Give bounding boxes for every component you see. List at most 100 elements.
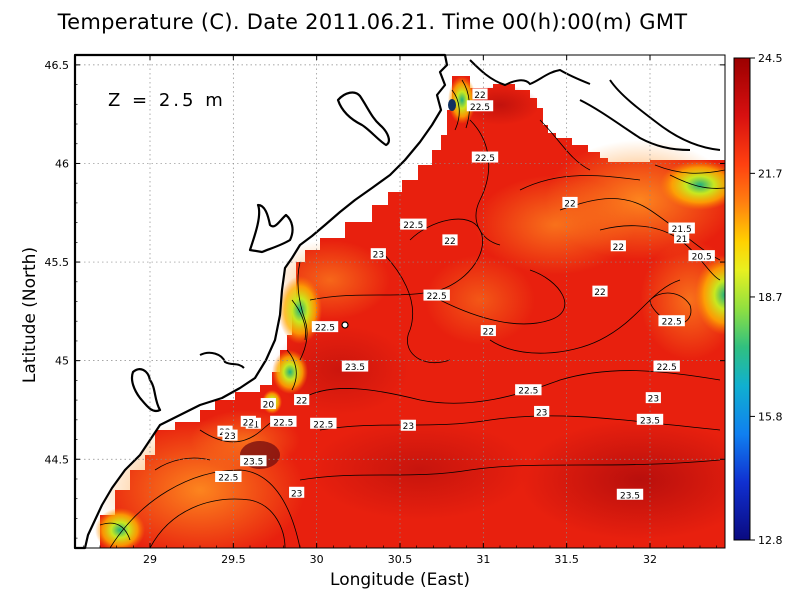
- colorbar: [733, 57, 751, 541]
- contour-label: 23: [224, 432, 235, 442]
- x-tick-label: 29.5: [221, 553, 246, 566]
- contour-label-box: [294, 394, 310, 406]
- x-tick-label: 30.5: [388, 553, 413, 566]
- contour-label-box: [240, 455, 267, 467]
- x-tick-label: 30: [310, 553, 324, 566]
- contour-label-box: [636, 413, 664, 425]
- contour-label: 22.5: [475, 154, 495, 164]
- contour-label-box: [674, 232, 690, 244]
- contour-label: 20.5: [692, 253, 712, 263]
- contour-label: 22: [483, 328, 494, 338]
- contour-label: 22.5: [315, 324, 335, 334]
- gridlines: [75, 55, 725, 548]
- contour-label-box: [653, 360, 680, 372]
- coastline: [73, 53, 721, 550]
- x-tick-label: 32: [643, 553, 657, 566]
- y-axis-ticks: 44.5 45 45.5 46 46.5: [45, 59, 725, 539]
- land-mass: [73, 53, 449, 550]
- contour-label-box: [466, 100, 494, 112]
- contour-label-box: [289, 486, 305, 498]
- contour-label: 22: [564, 199, 575, 209]
- island-marker: [341, 321, 349, 329]
- map-title: Temperature (C). Date 2011.06.21. Time 0…: [57, 10, 688, 34]
- colorbar-tick-label: 15.8: [758, 410, 783, 423]
- contour-label-box: [270, 415, 297, 427]
- colorbar-ticks: 24.5 21.7 18.7 15.8 12.8: [750, 52, 783, 547]
- contour-label-box: [534, 405, 550, 417]
- contour-label-box: [400, 419, 416, 431]
- contour-label-box: [515, 384, 542, 396]
- contour-label-box: [260, 398, 276, 410]
- contour-label: 22: [474, 91, 485, 101]
- colorbar-tick-label: 18.7: [758, 291, 783, 304]
- isotherm-lines: [99, 79, 725, 548]
- contour-label-box: [472, 88, 488, 100]
- x-axis-label: Longitude (East): [330, 570, 470, 590]
- contour-label-box: [341, 360, 369, 372]
- contour-label: 23.5: [620, 491, 640, 501]
- contour-label: 23: [536, 408, 547, 418]
- contour-label: 22.5: [470, 103, 490, 113]
- x-tick-label: 31: [476, 553, 490, 566]
- contour-label: 23: [648, 395, 659, 405]
- x-axis-ticks: 29 29.5 30 30.5 31 31.5 32: [82, 55, 718, 566]
- contour-label-box: [442, 234, 458, 246]
- contour-label: 22: [243, 418, 254, 428]
- contour-label-box: [616, 488, 644, 500]
- contour-label-box: [240, 415, 256, 427]
- contour-label: 22.5: [273, 418, 293, 428]
- contour-label: 22.5: [313, 420, 333, 430]
- coastline-inlet: [199, 351, 245, 369]
- y-axis-label: Latitude (North): [20, 246, 40, 384]
- contour-label-box: [222, 429, 238, 441]
- contour-label-box: [423, 289, 450, 301]
- coastline-south: [130, 368, 162, 413]
- contour-label-box: [562, 196, 578, 208]
- contour-label-box: [592, 285, 608, 297]
- contour-label: 22: [594, 288, 605, 298]
- contour-label-box: [370, 248, 386, 260]
- estuary-outline: [609, 79, 721, 151]
- contour-label: 22: [296, 397, 307, 407]
- colorbar-tick-label: 12.8: [758, 534, 783, 547]
- contour-label-box: [658, 315, 685, 327]
- depth-label: Z = 2.5 m: [108, 90, 226, 111]
- contour-label: 23.5: [243, 458, 263, 468]
- y-tick-label: 45: [55, 355, 69, 368]
- contour-label-box: [311, 321, 339, 333]
- contour-label: 22.5: [657, 363, 677, 373]
- y-tick-label: 46: [55, 157, 69, 170]
- contour-label: 22: [444, 237, 455, 247]
- y-tick-label: 46.5: [45, 59, 70, 72]
- colorbar-tick-label: 21.7: [758, 167, 783, 180]
- colorbar-tick-label: 24.5: [758, 52, 783, 65]
- contour-label-box: [668, 222, 695, 234]
- contour-label-box: [400, 218, 427, 230]
- contour-label: 22.5: [403, 221, 423, 231]
- contour-label: 21: [676, 235, 687, 245]
- contour-label-box: [645, 392, 661, 404]
- contour-label: 22.5: [218, 474, 238, 484]
- contour-label-box: [310, 417, 337, 429]
- contour-label-box: [215, 471, 242, 483]
- contour-label: 23.5: [345, 363, 365, 373]
- y-tick-label: 45.5: [45, 256, 70, 269]
- contour-label: 21.5: [672, 225, 692, 235]
- contour-label: 20: [263, 401, 275, 411]
- contour-labels: 22 22.5 22.5 22 22.5 22 23 22 21.521 20.5 22.5 22 22…: [215, 88, 715, 501]
- y-tick-label: 44.5: [45, 453, 70, 466]
- x-tick-label: 31.5: [554, 553, 579, 566]
- river-outline: [469, 59, 591, 87]
- contour-label: 22.5: [518, 387, 538, 397]
- contour-label-box: [480, 325, 496, 337]
- contour-label: 23: [403, 422, 414, 432]
- lagoon-outline: [336, 91, 390, 147]
- contour-label: 23: [291, 489, 302, 499]
- sea-field: [95, 76, 725, 548]
- contour-label-box: [688, 250, 715, 262]
- x-tick-label: 29: [143, 553, 157, 566]
- contour-label: 23: [373, 251, 384, 261]
- contour-label: 23.5: [640, 416, 660, 426]
- coastline-detail: [248, 203, 294, 254]
